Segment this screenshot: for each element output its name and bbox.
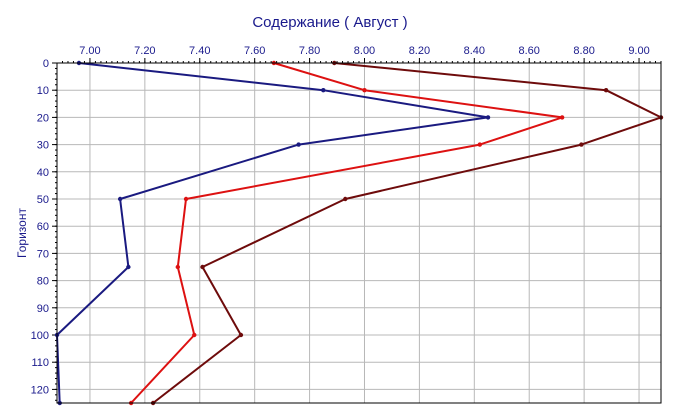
series-line-2 [130, 62, 564, 404]
series-point-2 [183, 196, 189, 202]
y-tick-label: 40 [37, 167, 49, 179]
y-tick-label: 80 [37, 276, 49, 288]
y-tick-label: 70 [37, 248, 49, 260]
x-tick-label: 9.00 [628, 45, 649, 57]
series-point-1 [321, 88, 326, 93]
series-point-2 [477, 142, 482, 147]
series-point-2 [192, 332, 197, 338]
series-line-1 [56, 62, 489, 404]
series-line-3 [152, 62, 662, 404]
x-tick-label: 7.00 [79, 45, 100, 57]
plot-frame [56, 62, 662, 404]
x-tick-label: 8.80 [573, 45, 594, 57]
x-tick-label: 7.40 [189, 45, 210, 57]
chart-title: Содержание ( Август ) [252, 14, 407, 31]
y-axis-label: Горизонт [15, 208, 29, 258]
x-tick-label: 8.20 [409, 45, 430, 57]
x-tick-label: 8.40 [464, 45, 485, 57]
y-tick-label: 90 [37, 303, 49, 315]
y-tick-label: 30 [37, 140, 49, 152]
y-tick-label: 0 [43, 58, 49, 70]
series-point-3 [238, 332, 244, 338]
y-tick-label: 120 [31, 384, 49, 396]
series-point-1 [296, 142, 301, 147]
series-point-1 [485, 115, 491, 120]
x-tick-label: 7.20 [134, 45, 155, 57]
series-point-3 [603, 88, 609, 93]
series-point-1 [117, 196, 123, 202]
x-tick-label: 7.80 [299, 45, 320, 57]
series-group [54, 60, 664, 406]
series-point-1 [126, 264, 131, 270]
x-tick-label: 7.60 [244, 45, 265, 57]
series-point-2 [559, 115, 565, 120]
series-point-3 [200, 264, 205, 270]
grid [52, 58, 662, 403]
tick-labels: 7.00 7.20 7.40 7.60 7.80 8.00 8.20 8.40 8.60 8.80… [31, 45, 650, 396]
y-tick-label: 100 [31, 330, 49, 342]
series-point-2 [175, 264, 180, 270]
y-tick-label: 110 [31, 357, 49, 369]
x-tick-label: 8.60 [519, 45, 540, 57]
y-tick-label: 60 [37, 221, 49, 233]
series-point-3 [343, 196, 348, 202]
series-point-2 [362, 88, 367, 93]
series-point-3 [579, 142, 584, 147]
y-tick-label: 10 [37, 85, 49, 97]
y-tick-label: 20 [37, 112, 49, 124]
x-tick-label: 8.00 [354, 45, 375, 57]
y-tick-label: 50 [37, 194, 49, 206]
